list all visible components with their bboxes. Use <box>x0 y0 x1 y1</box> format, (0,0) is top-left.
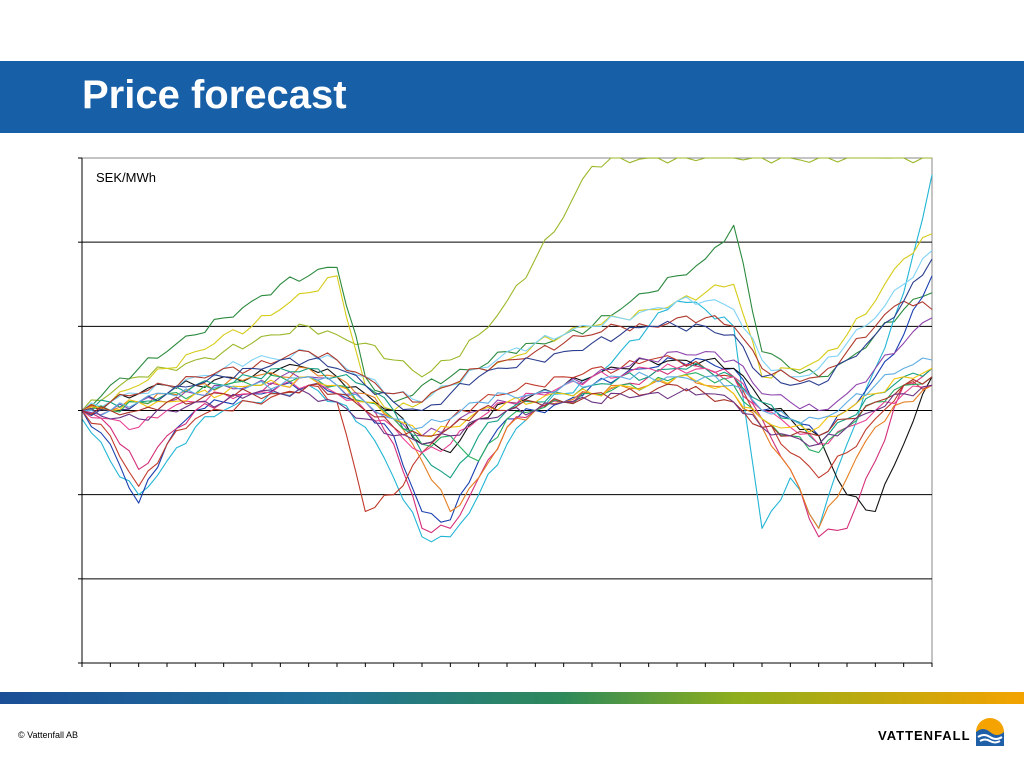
forecast-series-line <box>81 357 933 430</box>
forecast-series-line <box>81 384 933 447</box>
forecast-series-line <box>81 157 932 411</box>
brand-wordmark: VATTENFALL <box>878 728 971 743</box>
forecast-series-line <box>81 258 933 417</box>
forecast-series-line <box>81 300 933 411</box>
footer-gradient-band <box>0 692 1024 704</box>
chart-series <box>81 157 933 543</box>
title-bar <box>0 61 1024 133</box>
copyright-text: © Vattenfall AB <box>18 730 78 740</box>
y-axis-unit-label: SEK/MWh <box>96 170 156 185</box>
slide-title: Price forecast <box>82 73 347 117</box>
chart-ticks <box>78 157 933 667</box>
price-forecast-chart: SEK/MWh <box>78 157 933 667</box>
vattenfall-logo-icon <box>976 718 1004 746</box>
